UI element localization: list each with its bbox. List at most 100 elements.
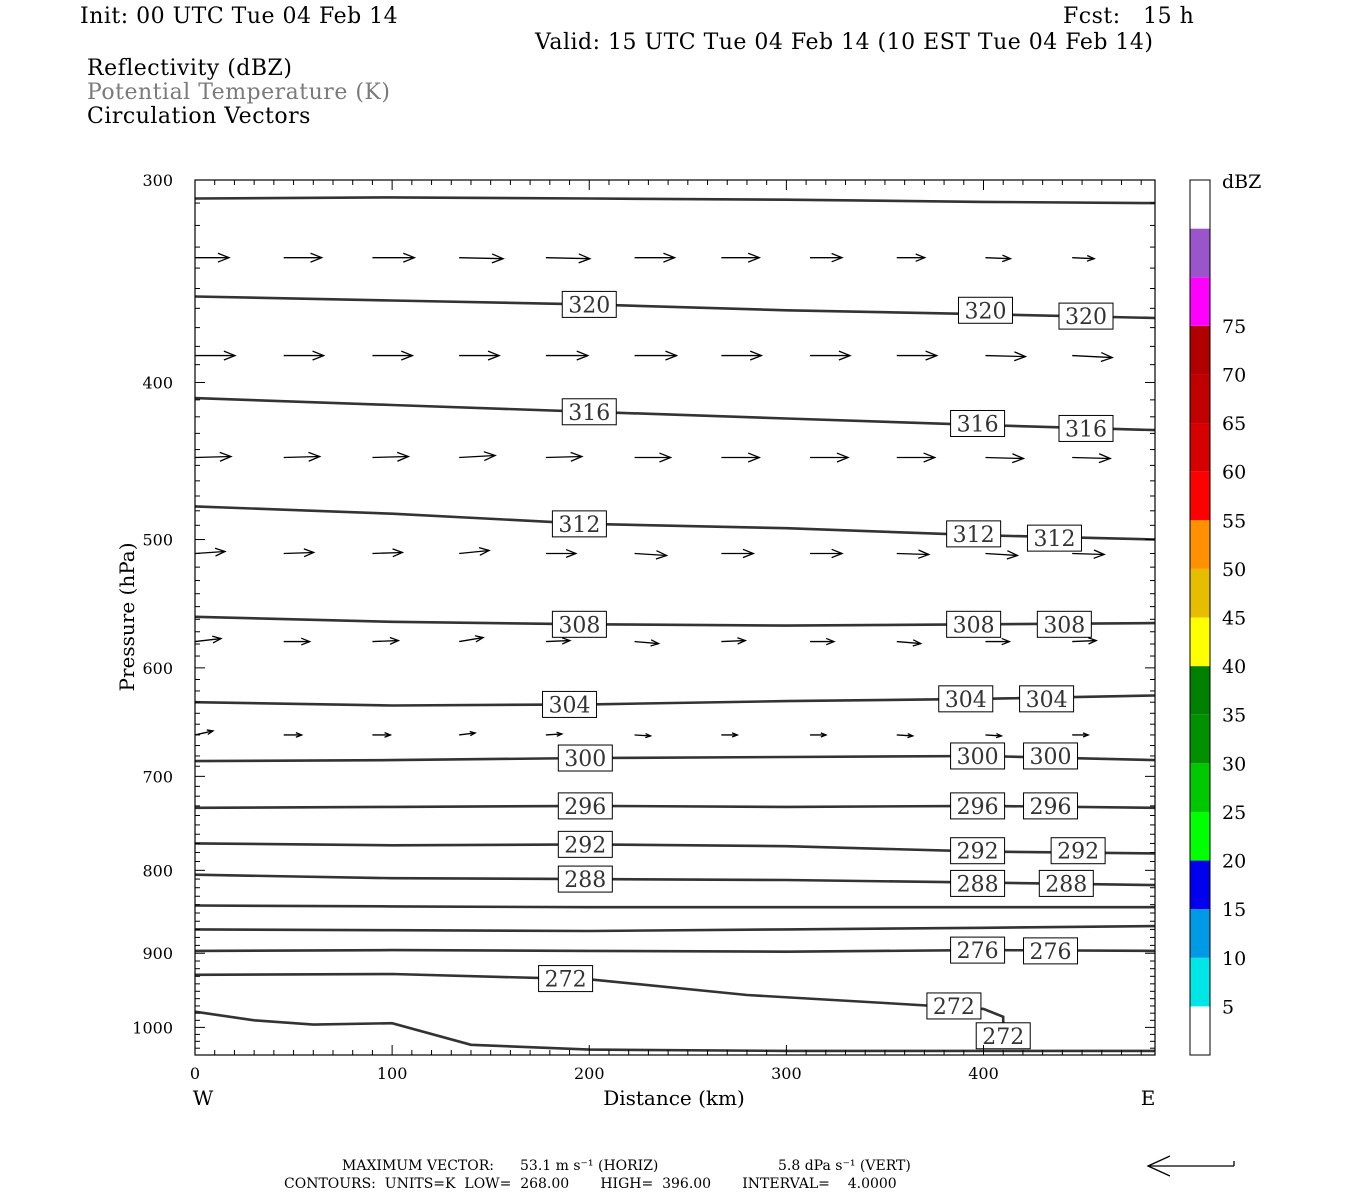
vector-head [1002,254,1013,263]
vector-head [838,350,852,361]
contour-label-box [1026,524,1082,552]
y-tick-label: 700 [142,767,173,786]
contour-label: 320 [957,296,1013,324]
vector-shaft [194,637,222,643]
contour-label: 292 [557,830,613,858]
contour-label-box [538,965,594,993]
vector-head [1082,732,1090,738]
contour-label-text: 300 [1030,745,1072,770]
vector-shaft [283,551,314,555]
vector-shaft [1072,257,1095,260]
contour-label: 308 [551,610,607,638]
contour-label: 288 [950,869,1006,897]
vector-shaft [372,639,399,643]
contour-label-box [561,398,617,426]
contour-label-box [1023,937,1079,965]
contour-label: 292 [1050,837,1106,865]
vector-arrow [1072,453,1112,464]
contour-label: 308 [1036,610,1092,638]
contour-label-text: 304 [945,688,987,713]
vector-arrow [896,350,939,361]
field-circulation-vectors: Circulation Vectors [87,104,311,129]
vector-shaft [194,730,214,736]
contour-label: 296 [557,792,613,820]
x-tick-label: 400 [968,1064,999,1083]
vector-arrow [1072,351,1114,363]
vector-arrow [194,729,215,736]
contour-label-box [557,865,613,893]
colorbar-cell [1190,471,1210,521]
colorbar-tick-label: 25 [1222,802,1246,824]
vector-arrow [896,732,915,739]
vector-arrow [896,253,927,262]
vector-head [487,350,501,361]
contour-label: 316 [950,409,1006,437]
contour-label-box [950,837,1006,865]
field-reflectivity: Reflectivity (dBZ) [87,56,293,81]
vector-head [737,637,748,645]
contour-label-box [926,992,982,1020]
vector-arrow [634,550,669,560]
vector-head [1013,351,1028,362]
vector-head [403,252,417,263]
contour-label-text: 288 [957,872,999,897]
vector-shaft [985,257,1011,260]
contour-label: 276 [950,936,1006,964]
vector-head [396,451,411,462]
isentrope-276 [194,948,1156,954]
vector-shaft [545,639,570,643]
contour-label-text: 296 [564,795,606,820]
contour-label-text: 300 [957,745,999,770]
contour-label-box [938,685,994,713]
vector-shaft [634,734,651,737]
vector-head [915,253,927,262]
vector-head [731,732,740,738]
colorbar-tick-label: 30 [1222,753,1246,775]
colorbar-cell [1190,277,1210,326]
colorbar: 5 10 15 20 25 30 35 40 45 50 55 60 65 70 75 [1189,179,1246,1056]
colorbar-cell [1190,325,1210,375]
vector-shaft [545,733,562,736]
contour-label-text: 296 [1030,795,1072,820]
colorbar-tick-label: 35 [1222,705,1246,727]
vector-head [214,547,227,557]
contour-label: 304 [938,685,994,713]
colorbar-tick-label: 65 [1222,413,1246,435]
vector-head [561,637,572,645]
x-tick-label: 200 [574,1064,605,1083]
vector-head [570,451,584,462]
contour-label-box [975,1022,1031,1050]
y-tick-label: 900 [142,944,173,963]
contour-label: 276 [1023,937,1079,965]
vector-head [1001,637,1012,646]
colorbar-cell [1190,763,1210,812]
colorbar-cell [1190,520,1210,569]
colorbar-cell [1190,180,1210,229]
contour-label-text: 308 [558,613,600,638]
colorbar-cell [1190,909,1210,958]
vector-shaft [896,734,913,737]
vector-head [995,732,1004,739]
isentrope-316 [194,396,1156,432]
valid-time: Valid: 15 UTC Tue 04 Feb 14 (10 EST Tue … [535,30,1154,55]
vector-arrow [1072,549,1106,559]
contour-label: 312 [551,510,607,538]
vector-arrow [721,350,764,361]
vector-shaft [372,455,409,459]
contour-label: 316 [561,398,617,426]
contour-label: 304 [1019,685,1075,713]
isentrope-304 [194,694,1156,707]
contour-label-box [957,296,1013,324]
vector-head [312,350,326,361]
y-tick-label: 800 [142,861,173,880]
colorbar-tick-label: 75 [1222,316,1246,338]
contour-label: 304 [542,690,598,718]
vector-shaft [1072,456,1111,460]
contour-label-box [1058,414,1114,442]
colorbar-cell [1190,374,1210,424]
vector-arrow [283,637,312,646]
vector-arrow [985,732,1004,739]
vector-head [578,253,592,264]
isentrope-312 [194,505,1156,541]
vector-shaft [985,456,1024,460]
